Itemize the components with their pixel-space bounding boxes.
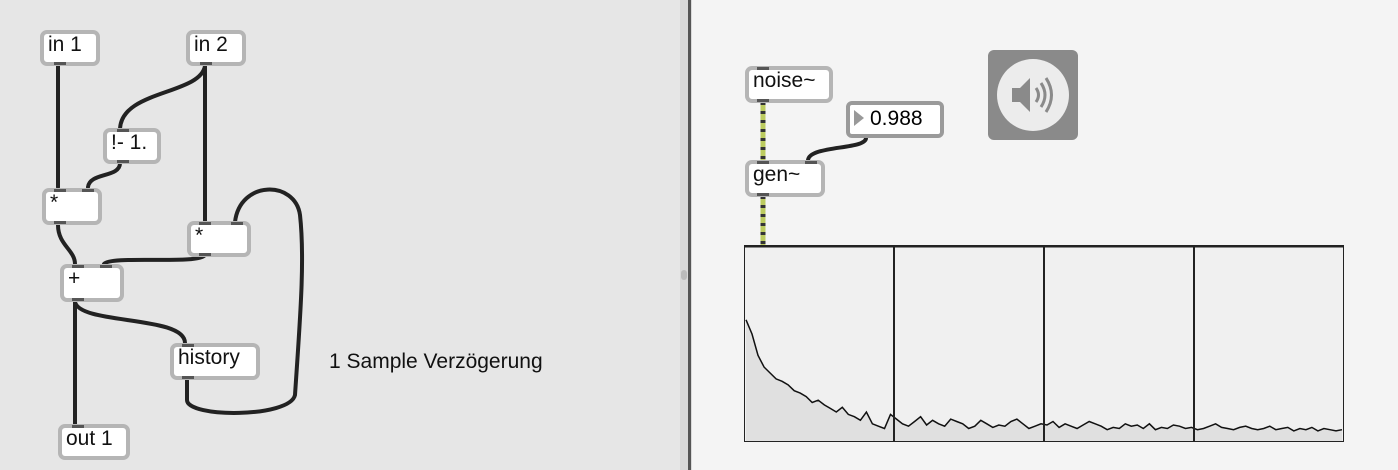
inlet[interactable] bbox=[72, 425, 84, 428]
left-patcher-canvas[interactable] bbox=[0, 0, 680, 470]
cord-history-to-mult2 bbox=[185, 187, 305, 415]
split-divider-line bbox=[688, 0, 691, 470]
in-2-label: in 2 bbox=[194, 33, 228, 56]
outlet[interactable] bbox=[72, 298, 84, 301]
outlet[interactable] bbox=[199, 253, 211, 256]
multiply-2-label: * bbox=[195, 224, 204, 247]
out-1-label: out 1 bbox=[66, 427, 113, 450]
inlet-left[interactable] bbox=[757, 161, 769, 164]
multiply-object-2[interactable]: * bbox=[187, 221, 251, 257]
inlet-left[interactable] bbox=[54, 189, 66, 192]
cord-number-to-gen bbox=[806, 136, 868, 162]
not-minus-object[interactable]: !- 1. bbox=[103, 128, 161, 164]
outlet[interactable] bbox=[54, 221, 66, 224]
in-1-label: in 1 bbox=[48, 33, 82, 56]
cord-add-to-history bbox=[73, 300, 187, 345]
spectroscope[interactable] bbox=[744, 245, 1344, 442]
number-box[interactable]: 0.988 bbox=[846, 101, 944, 138]
speaker-icon bbox=[997, 59, 1069, 131]
noise-object[interactable]: noise~ bbox=[745, 66, 833, 103]
noise-label: noise~ bbox=[753, 69, 816, 92]
cord-mult1-to-add bbox=[56, 223, 77, 266]
history-object[interactable]: history bbox=[170, 343, 260, 380]
ezdac-button[interactable] bbox=[988, 50, 1078, 140]
in-1-object[interactable]: in 1 bbox=[40, 30, 100, 66]
multiply-object-1[interactable]: * bbox=[42, 188, 102, 225]
split-divider-handle[interactable] bbox=[681, 270, 687, 280]
cord-in2-to-notminus bbox=[118, 64, 207, 132]
gen-object[interactable]: gen~ bbox=[745, 160, 825, 197]
inlet-right[interactable] bbox=[805, 161, 817, 164]
in-2-object[interactable]: in 2 bbox=[186, 30, 246, 66]
cord-notminus-to-mult1 bbox=[86, 161, 122, 189]
cord-mult2-to-add bbox=[102, 253, 207, 266]
add-object[interactable]: + bbox=[60, 264, 124, 302]
inlet[interactable] bbox=[757, 67, 769, 70]
outlet[interactable] bbox=[117, 160, 129, 163]
inlet-right[interactable] bbox=[231, 222, 243, 225]
number-triangle-icon bbox=[854, 110, 864, 126]
inlet-left[interactable] bbox=[199, 222, 211, 225]
inlet[interactable] bbox=[117, 129, 129, 132]
not-minus-label: !- 1. bbox=[111, 131, 148, 154]
multiply-1-label: * bbox=[50, 191, 59, 214]
out-1-object[interactable]: out 1 bbox=[58, 424, 130, 460]
inlet[interactable] bbox=[182, 344, 194, 347]
outlet[interactable] bbox=[182, 376, 194, 379]
inlet-left[interactable] bbox=[72, 265, 84, 268]
outlet[interactable] bbox=[757, 99, 769, 102]
delay-comment: 1 Sample Verzögerung bbox=[329, 350, 543, 373]
inlet-right[interactable] bbox=[100, 265, 112, 268]
outlet[interactable] bbox=[54, 62, 66, 65]
add-label: + bbox=[68, 267, 81, 290]
inlet-right[interactable] bbox=[82, 189, 94, 192]
outlet[interactable] bbox=[200, 62, 212, 65]
gen-label: gen~ bbox=[753, 163, 801, 186]
number-value: 0.988 bbox=[870, 107, 923, 130]
outlet[interactable] bbox=[757, 193, 769, 196]
history-label: history bbox=[178, 346, 240, 369]
